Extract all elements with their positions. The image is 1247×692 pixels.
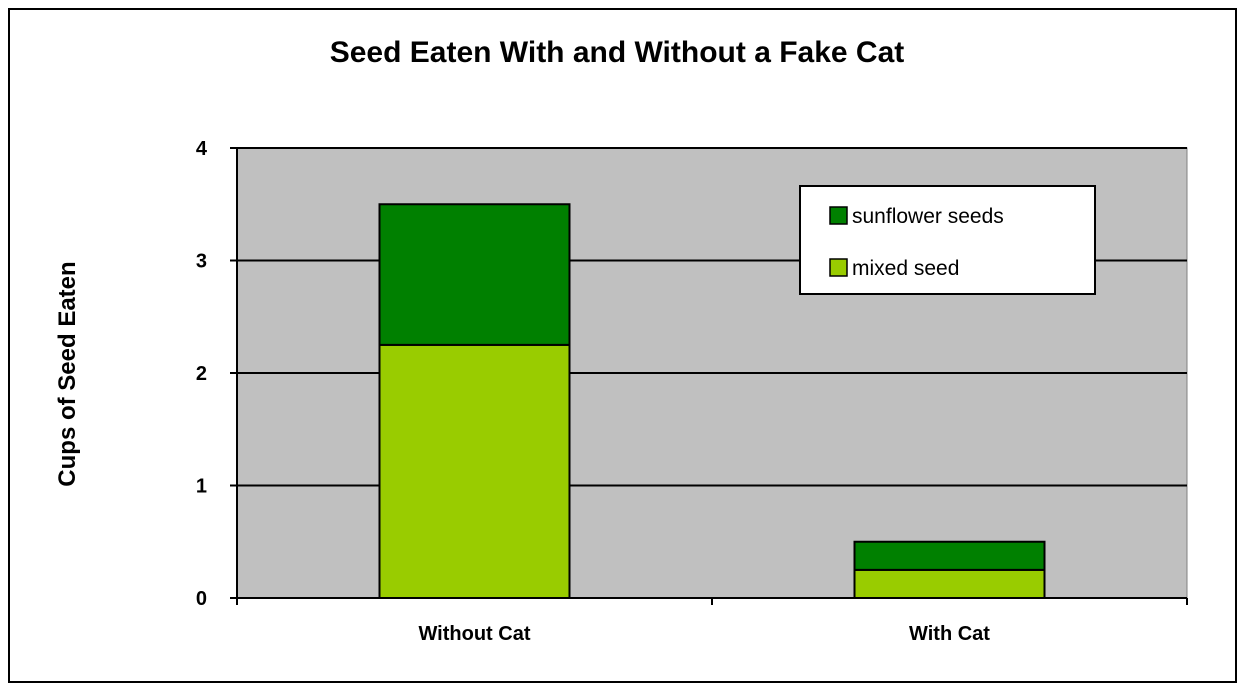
y-axis-title: Cups of Seed Eaten [54,261,81,486]
y-tick-label: 2 [196,363,207,385]
legend-swatch [829,206,848,225]
x-tick-label: Without Cat [418,623,530,645]
chart-title: Seed Eaten With and Without a Fake Cat [330,36,905,69]
y-tick-label: 3 [196,251,207,273]
y-tick-label: 1 [196,476,207,498]
legend-label: sunflower seeds [852,205,1004,228]
legend: sunflower seeds mixed seed [799,185,1096,295]
x-tick-label: With Cat [909,623,990,645]
bar-segment [378,203,571,346]
y-tick-label: 0 [196,588,207,610]
x-tick-labels: Without Cat With Cat [418,623,990,645]
bar-segment [853,568,1046,599]
legend-box [799,185,1096,295]
legend-items: sunflower seeds mixed seed [829,205,1004,280]
legend-label: mixed seed [852,257,959,280]
bar-segment [378,343,571,599]
bars [378,203,1046,599]
legend-swatch [829,258,848,277]
bar-segment [853,540,1046,571]
y-tick-labels: 0 1 2 3 4 [196,138,208,610]
axes [230,147,1188,605]
y-tick-label: 4 [196,138,208,160]
